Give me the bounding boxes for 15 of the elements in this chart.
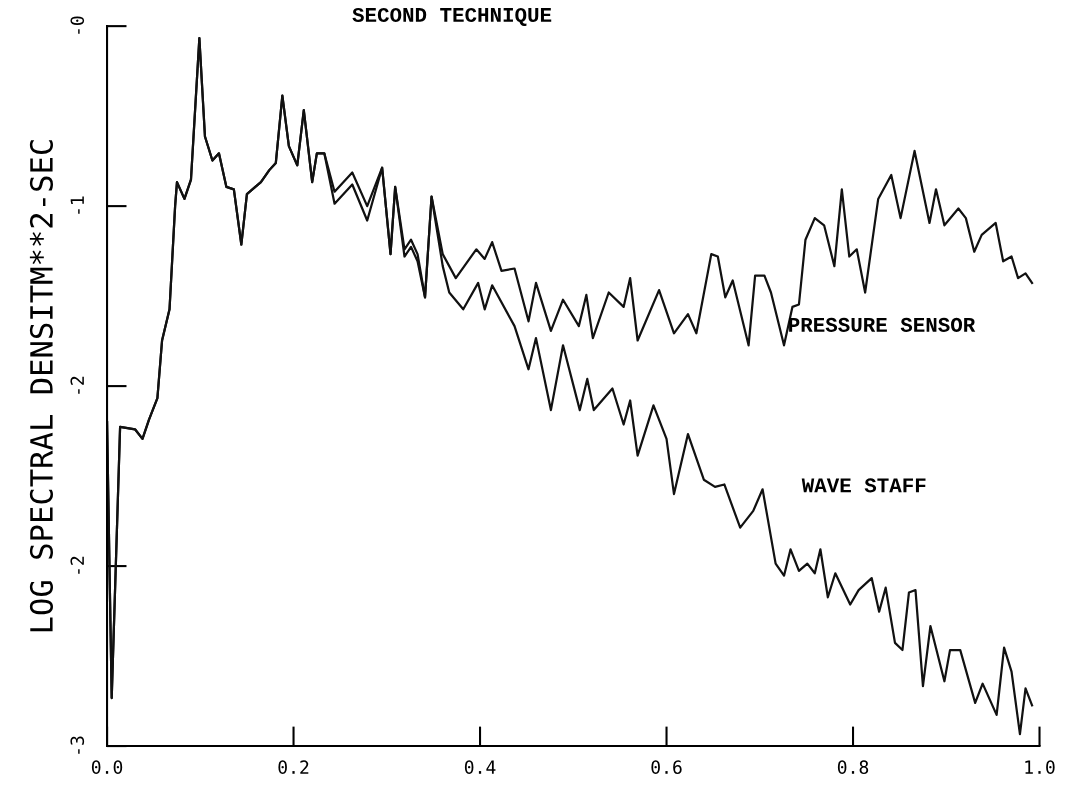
x-tick-label: 0.6 (651, 760, 682, 775)
chart-title: SECOND TECHNIQUE (352, 7, 552, 26)
y-axis-title: LOG SPECTRAL DENSITM**2-SEC (29, 140, 53, 632)
x-tick-label: 0.4 (464, 760, 496, 775)
x-tick-label: 1.0 (1025, 760, 1055, 775)
x-tick-label: 0.8 (837, 760, 869, 775)
y-tick-label: -2 (70, 376, 84, 394)
y-tick-label: -0 (70, 16, 85, 34)
y-tick-label: -3 (70, 736, 85, 754)
x-tick-label: 0.2 (278, 760, 309, 775)
y-tick-label: -1 (70, 196, 84, 214)
annotation: WAVE STAFF (801, 478, 926, 493)
annotation: PRESSURE SENSOR (789, 317, 976, 332)
y-tick-label: -2 (70, 556, 84, 574)
x-tick-label: 0.0 (91, 760, 123, 775)
